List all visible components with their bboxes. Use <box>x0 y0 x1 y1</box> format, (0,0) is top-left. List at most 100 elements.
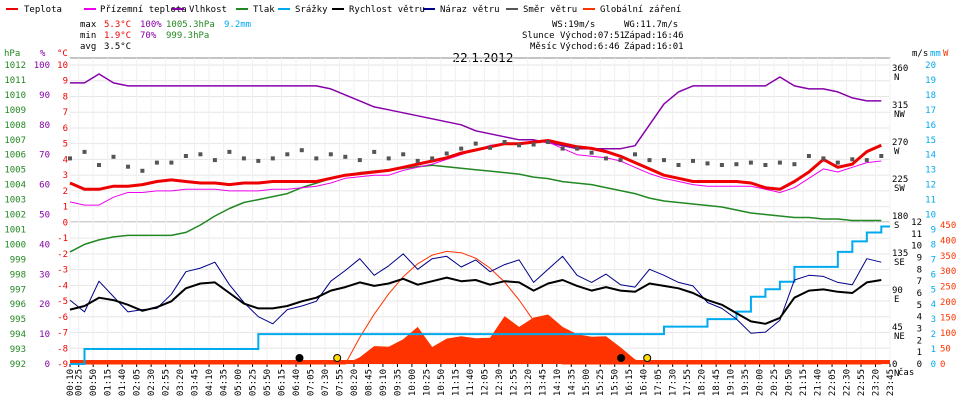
x-tick-label: 23:20 <box>872 369 882 396</box>
temperature-tick-label: -4 <box>57 281 68 291</box>
wind-direction-point <box>111 154 116 159</box>
x-tick-label: 15:50 <box>611 369 621 396</box>
direction-tick-label: 0 <box>892 360 897 370</box>
x-tick-label: 00:50 <box>89 369 99 396</box>
legend-label-teplota: Teplota <box>24 5 62 15</box>
x-tick-label: 07:55 <box>335 369 345 396</box>
x-tick-label: 06:15 <box>278 369 288 396</box>
direction-compass-label: S <box>894 221 899 231</box>
humidity-tick-label: 80 <box>39 121 50 131</box>
wind-direction-point <box>806 154 811 158</box>
radiation-tick-label: 0 <box>940 360 945 370</box>
wind-direction-point <box>386 156 391 161</box>
temperature-tick-label: -6 <box>57 313 68 323</box>
wind-direction-point <box>879 154 884 158</box>
temperature-tick-label: 8 <box>63 92 68 102</box>
rain-tick-label: 14 <box>925 151 936 161</box>
direction-compass-label: W <box>894 147 900 157</box>
legend: Teplota Přízemní teplota Vlhkost Tlak Sr… <box>6 5 681 15</box>
wind-direction-point <box>531 142 536 147</box>
direction-compass-label: N <box>894 73 899 83</box>
pressure-tick-label: 998 <box>10 270 26 280</box>
temperature-tick-label: 2 <box>63 187 68 197</box>
pressure-tick-label: 1002 <box>4 211 26 221</box>
x-tick-label: 00:10 <box>66 369 76 396</box>
direction-tick-label: 180 <box>892 212 908 222</box>
stat-min-pressure: 999.3hPa <box>166 31 209 41</box>
grid <box>69 58 891 365</box>
direction-compass-label: E <box>894 295 899 305</box>
sunset-marker <box>643 354 652 362</box>
wind-direction-point <box>633 152 637 157</box>
wind-direction-point <box>488 145 493 150</box>
humidity-tick-label: 100 <box>34 61 50 71</box>
axis-title-wind: m/s <box>912 49 928 59</box>
radiation-tick-label: 350 <box>940 252 956 262</box>
x-tick-label: 12:30 <box>495 369 505 396</box>
rain-tick-label: 9 <box>931 225 936 235</box>
axis-title-humidity: % <box>40 49 46 59</box>
wind-direction-point <box>140 168 145 173</box>
wind-direction-point <box>604 156 608 161</box>
humidity-tick-label: 20 <box>39 300 50 310</box>
pressure-tick-label: 1010 <box>4 91 26 101</box>
wind-direction-point <box>835 160 840 165</box>
x-tick-label: 17:05 <box>654 369 664 396</box>
rain-tick-label: 3 <box>931 315 936 325</box>
x-tick-label: 18:45 <box>712 369 722 396</box>
wind-direction-point <box>183 154 188 158</box>
pressure-tick-label: 1009 <box>4 106 26 116</box>
radiation-tick-label: 50 <box>940 345 951 355</box>
temperature-tick-label: -9 <box>57 360 68 370</box>
stat-min-label: min <box>80 31 96 41</box>
wind-direction-point <box>850 157 855 162</box>
x-tick-label: 21:15 <box>799 369 809 396</box>
rain-tick-label: 19 <box>925 76 936 86</box>
x-axis-label: čas <box>898 367 914 378</box>
x-tick-label: 20:25 <box>770 369 780 396</box>
wind-direction-point <box>82 149 87 154</box>
x-tick-label: 05:50 <box>263 369 273 396</box>
wind-direction-point <box>241 156 246 161</box>
x-tick-label: 02:05 <box>133 369 143 396</box>
axis-title-pressure: hPa <box>4 49 20 59</box>
temperature-tick-label: 3 <box>63 171 68 181</box>
radiation-tick-label: 250 <box>940 283 956 293</box>
wind-tick-label: 6 <box>917 289 922 299</box>
wind-tick-label: 9 <box>917 254 922 264</box>
wind-direction-point <box>285 152 290 157</box>
x-tick-label: 05:00 <box>234 369 244 396</box>
direction-compass-label: NE <box>894 332 905 342</box>
x-tick-label: 01:15 <box>104 369 114 396</box>
temperature-tick-label: 10 <box>57 61 68 71</box>
rain-tick-label: 13 <box>925 166 936 176</box>
pressure-series-line <box>69 164 882 253</box>
x-tick-label: 17:55 <box>683 369 693 396</box>
radiation-tick-label: 450 <box>940 221 956 231</box>
wind-tick-label: 1 <box>917 348 922 358</box>
wind-wg: WG:11.7m/s <box>624 20 678 30</box>
temperature-tick-label: -5 <box>57 297 68 307</box>
x-tick-label: 08:20 <box>350 369 360 396</box>
radiation-tick-label: 400 <box>940 236 956 246</box>
wind-direction-point <box>691 158 695 163</box>
x-tick-label: 11:15 <box>451 369 461 396</box>
x-tick-label: 11:40 <box>466 369 476 396</box>
wind-speed-series-line <box>69 276 882 325</box>
x-tick-label: 09:35 <box>393 369 403 396</box>
x-tick-label: 22:55 <box>857 369 867 396</box>
legend-label-prizemni-teplota: Přízemní teplota <box>100 5 187 15</box>
x-tick-label: 22:05 <box>828 369 838 396</box>
rain-tick-label: 8 <box>931 240 936 250</box>
wind-direction-point <box>502 140 507 144</box>
radiation-tick-label: 150 <box>940 314 956 324</box>
series-layer <box>68 73 890 365</box>
stat-avg-temp: 3.5°C <box>104 42 131 52</box>
wind-direction-point <box>198 152 203 157</box>
direction-tick-label: 45 <box>892 323 903 333</box>
pressure-tick-label: 1001 <box>4 225 26 235</box>
x-tick-label: 03:20 <box>176 369 186 396</box>
x-tick-label: 13:20 <box>524 369 534 396</box>
x-tick-label: 17:30 <box>669 369 679 396</box>
